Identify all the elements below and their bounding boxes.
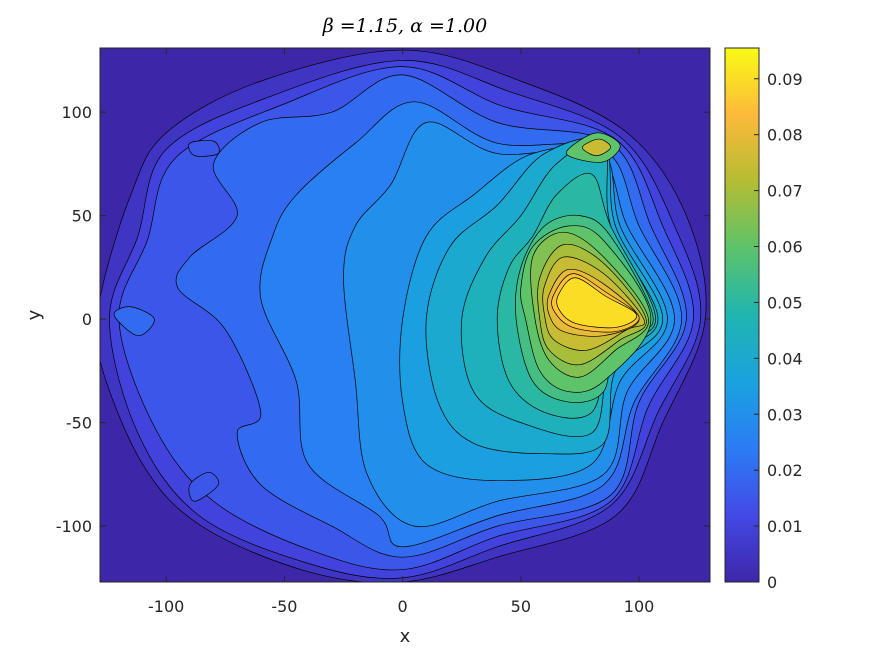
colorbar-tick-label: 0.08 — [767, 126, 803, 145]
y-tick-label: 0 — [82, 310, 92, 329]
y-tick-label: 50 — [72, 207, 92, 226]
contour-region — [188, 471, 220, 502]
colorbar-tick-label: 0.09 — [767, 70, 803, 89]
contour-region — [556, 277, 638, 329]
x-axis-label: x — [400, 626, 411, 647]
contour-region — [581, 138, 612, 156]
y-axis-label: y — [24, 309, 45, 320]
x-tick-label: 100 — [624, 597, 655, 616]
x-tick-label: -100 — [148, 597, 184, 616]
colorbar-tick-label: 0.02 — [767, 461, 803, 480]
contour-region — [188, 140, 220, 157]
chart-title: β =1.15, α =1.00 — [322, 15, 487, 37]
x-tick-label: 0 — [398, 597, 408, 616]
colorbar-tick-label: 0 — [767, 573, 777, 592]
y-tick-label: 100 — [61, 103, 92, 122]
colorbar-tick-label: 0.04 — [767, 349, 803, 368]
y-tick-label: -50 — [66, 414, 92, 433]
contour-region — [113, 306, 155, 337]
colorbar-tick-label: 0.03 — [767, 405, 803, 424]
y-tick-label: -100 — [56, 517, 92, 536]
colorbar-tick-label: 0.05 — [767, 293, 803, 312]
colorbar-tick-label: 0.01 — [767, 517, 803, 536]
x-tick-label: -50 — [271, 597, 297, 616]
axes-box — [99, 47, 711, 583]
colorbar — [724, 47, 760, 583]
colorbar-tick-label: 0.06 — [767, 238, 803, 257]
axes: -100 -50 0 50 100 -100 -50 0 50 100 0 0.01 0.02 0.03 0… — [56, 47, 803, 616]
colorbar-tick-label: 0.07 — [767, 182, 803, 201]
contour-field — [100, 48, 710, 582]
x-tick-label: 50 — [511, 597, 531, 616]
